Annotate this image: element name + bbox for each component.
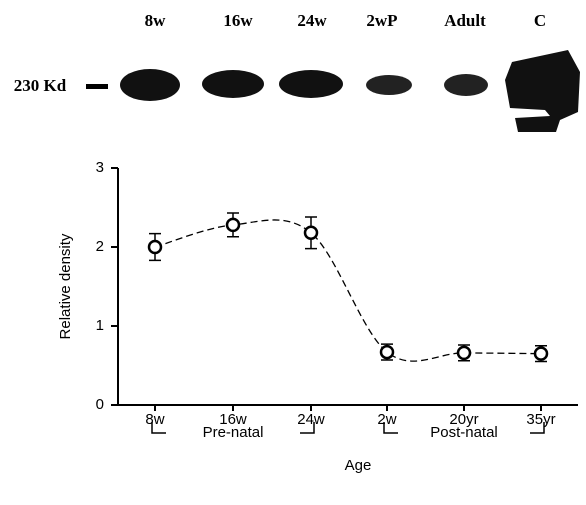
y-axis-label: Relative density [57,233,74,339]
data-point [381,346,393,358]
x-tick-label: 35yr [526,411,555,428]
marker-label: 230 Kd [14,76,67,95]
band [120,69,180,101]
lane-label: 2wP [366,11,397,30]
x-tick-label: 8w [145,411,164,428]
lane-label: Adult [444,11,486,30]
x-tick-label: 24w [297,411,325,428]
y-tick-label: 0 [96,396,104,413]
data-point [149,241,161,253]
blot: 230 Kd [14,50,580,132]
lane-label: C [534,11,546,30]
lane-label: 16w [223,11,253,30]
band [444,74,488,96]
lane-label: 24w [297,11,327,30]
data-point [458,347,470,359]
data-point [535,348,547,360]
data-point [305,227,317,239]
group-label: Post-natal [430,424,498,441]
band [505,50,580,132]
band [279,70,343,98]
group-label: Pre-natal [203,424,264,441]
y-tick-label: 3 [96,159,104,176]
marker-dash [86,84,108,89]
figure: 230 Kd 8w 16w 24w 2wP Adult C 0 1 2 3 Relative den… [0,0,586,505]
lane-label: 8w [145,11,167,30]
data-point [227,219,239,231]
band [202,70,264,98]
x-tick-label: 2w [377,411,396,428]
x-axis-label: Age [345,457,372,474]
band [366,75,412,95]
y-tick-label: 1 [96,317,104,334]
trend-line [155,220,541,361]
y-tick-label: 2 [96,238,104,255]
